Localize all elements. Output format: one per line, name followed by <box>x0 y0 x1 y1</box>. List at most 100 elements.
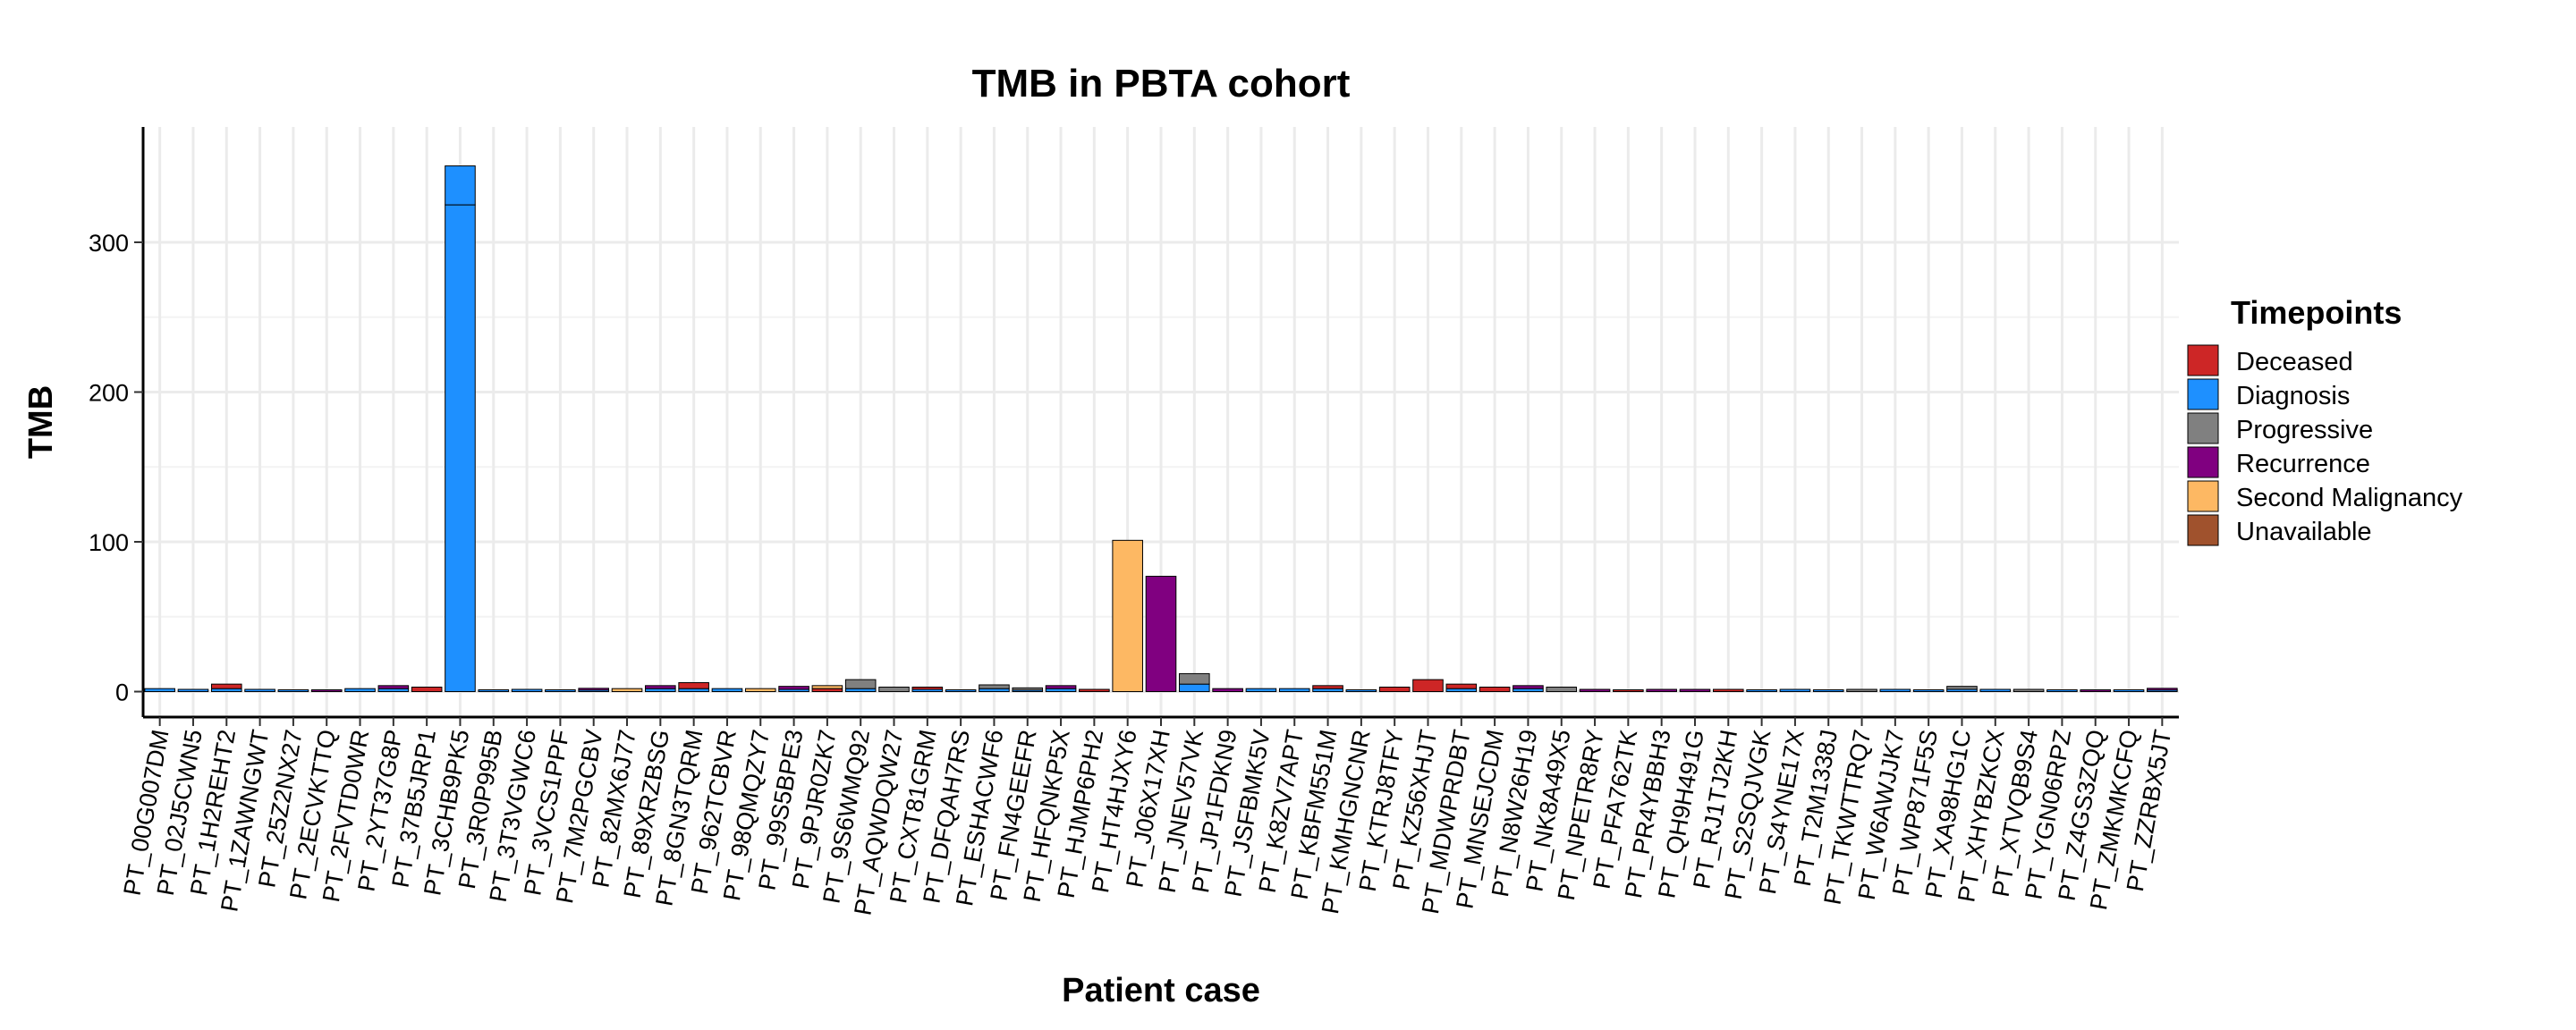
bar-PT_1H2REHT2-deceased <box>210 683 242 689</box>
bar-PT_YGN06RPZ-diagnosis <box>2046 689 2078 693</box>
bar-PT_ESHACWF6-diagnosis <box>979 688 1010 693</box>
bar-PT_MNSEJCDM-deceased <box>1479 686 1511 693</box>
bar-PT_1H2REHT2-diagnosis <box>210 688 242 693</box>
bar-PT_3CHB9PK5-diagnosis <box>445 204 476 693</box>
bar-PT_HT4HJXY6-second-malignancy <box>1112 539 1143 693</box>
bar-layer <box>144 165 2178 693</box>
legend-swatch-progressive <box>2187 412 2219 444</box>
bar-PT_KMHGNCNR-diagnosis <box>1345 689 1377 693</box>
bar-PT_HFQNKP5X-diagnosis <box>1045 688 1077 693</box>
bar-PT_JNEV57VK-progressive <box>1179 672 1210 685</box>
bar-PT_KBFM551M-deceased <box>1312 685 1343 689</box>
legend-label: Diagnosis <box>2236 382 2350 410</box>
bar-PT_00G007DM-diagnosis <box>144 688 175 693</box>
bar-PT_W6AWJJK7-diagnosis <box>1879 688 1911 693</box>
bar-PT_XTVQB9S4-progressive <box>2012 688 2045 693</box>
bar-PT_37B5JRP1-deceased <box>411 686 443 693</box>
bar-PT_ZZRBX5JT-recurrence <box>2147 688 2178 691</box>
bar-PT_K8ZV7APT-diagnosis <box>1278 688 1310 693</box>
bar-PT_PR4YBBH3-recurrence <box>1646 688 1677 693</box>
y-tick-label: 100 <box>89 529 129 556</box>
bar-PT_962TCBVR-diagnosis <box>711 688 743 693</box>
bar-PT_9PJR0ZK7-second-malignancy <box>811 685 843 689</box>
bar-PT_2YT37G8P-diagnosis <box>377 688 410 693</box>
bar-PT_CXT81GRM-deceased <box>911 686 944 690</box>
bar-PT_XA98HG1C-progressive <box>1946 686 1978 690</box>
bar-PT_3VCS1PPF-diagnosis <box>545 689 576 693</box>
bar-PT_HJMP6PH2-deceased <box>1079 688 1110 693</box>
bar-PT_1ZAWNGWT-diagnosis <box>244 688 275 693</box>
bar-PT_WP871F5S-diagnosis <box>1912 689 1945 693</box>
y-tick-label: 0 <box>115 680 129 706</box>
bar-PT_S4YNE17X-diagnosis <box>1779 688 1811 693</box>
bar-PT_99S5BPE3-recurrence <box>778 686 809 690</box>
bar-PT_9S6WMQ92-progressive <box>844 679 877 689</box>
bar-PT_3CHB9PK5-diagnosis <box>445 165 476 206</box>
legend-label: Deceased <box>2236 348 2353 376</box>
bar-PT_82MX6J77-second-malignancy <box>611 688 643 693</box>
bar-PT_N8W26H19-diagnosis <box>1513 688 1544 693</box>
bar-PT_JSFBMK5V-diagnosis <box>1245 688 1277 693</box>
legend-label: Progressive <box>2236 416 2373 444</box>
legend-swatch-diagnosis <box>2187 378 2219 410</box>
bar-PT_S2SQJVGK-diagnosis <box>1746 689 1777 693</box>
bar-PT_QH9H491G-recurrence <box>1679 688 1711 693</box>
bar-PT_MDWPRDBT-diagnosis <box>1445 688 1478 693</box>
y-tick-label: 300 <box>89 230 129 257</box>
bar-PT_8GN3TQRM-diagnosis <box>678 688 709 693</box>
legend-title: Timepoints <box>2231 294 2402 331</box>
bar-PT_02J5CWN5-diagnosis <box>177 688 209 693</box>
legend-swatch-second-malignancy <box>2187 480 2219 512</box>
bar-PT_9S6WMQ92-diagnosis <box>844 688 877 693</box>
bar-PT_PFA762TK-deceased <box>1613 689 1644 693</box>
bar-PT_ZMKMKCFQ-diagnosis <box>2113 689 2145 693</box>
bar-PT_FN4GEEFR-progressive <box>1012 687 1044 691</box>
grid-layer <box>143 127 2179 717</box>
legend-swatch-unavailable <box>2187 514 2219 546</box>
bar-PT_89XRZBSG-diagnosis <box>645 688 676 693</box>
bar-PT_8GN3TQRM-deceased <box>678 681 709 689</box>
legend-swatch-deceased <box>2187 344 2219 376</box>
bar-PT_T2M1338J-diagnosis <box>1812 689 1844 693</box>
bar-PT_KBFM551M-diagnosis <box>1312 688 1343 693</box>
chart-title: TMB in PBTA cohort <box>972 62 1351 106</box>
bar-PT_KTRJ8TFY-deceased <box>1378 686 1411 693</box>
bar-PT_HFQNKP5X-recurrence <box>1045 685 1077 689</box>
bar-PT_N8W26H19-recurrence <box>1513 685 1544 689</box>
bar-PT_9PJR0ZK7-deceased <box>811 688 843 693</box>
bar-PT_98QMQZY7-second-malignancy <box>744 688 776 693</box>
bar-PT_2FVTD0WR-diagnosis <box>344 688 376 693</box>
bar-PT_JNEV57VK-diagnosis <box>1179 683 1210 693</box>
bar-PT_J06X17XH-recurrence <box>1145 576 1177 693</box>
bar-PT_XHYBZKCX-diagnosis <box>1979 688 2012 693</box>
bar-PT_JP1FDKN9-recurrence <box>1212 688 1243 693</box>
bar-PT_NPETR8RY-recurrence <box>1579 688 1611 693</box>
bar-PT_MDWPRDBT-deceased <box>1445 683 1478 689</box>
bar-PT_25Z2NX27-diagnosis <box>277 689 309 693</box>
bar-PT_NK8A49X5-progressive <box>1546 686 1578 693</box>
bar-PT_7M2PGCBV-recurrence <box>578 688 609 691</box>
legend-label: Second Malignancy <box>2236 484 2463 512</box>
legend-label: Recurrence <box>2236 450 2370 478</box>
bar-PT_Z4GS3ZQQ-recurrence <box>2080 689 2112 693</box>
legend-swatch-recurrence <box>2187 446 2219 478</box>
bar-PT_ESHACWF6-progressive <box>979 684 1010 689</box>
bar-PT_2YT37G8P-recurrence <box>377 685 410 689</box>
bar-PT_3R0P995B-diagnosis <box>478 689 510 693</box>
bar-PT_2ECVKTTQ-recurrence <box>310 689 343 693</box>
legend: Timepoints Deceased Diagnosis Progressive R… <box>2187 294 2463 546</box>
bar-PT_3T3VGWC6-diagnosis <box>511 688 543 693</box>
y-tick-layer: 0 100 200 300 <box>89 230 143 706</box>
y-axis-title: TMB <box>22 385 60 459</box>
legend-label: Unavailable <box>2236 518 2372 546</box>
y-tick-label: 200 <box>89 379 129 406</box>
bar-PT_RJ1TJ2KH-deceased <box>1713 688 1744 693</box>
bar-PT_KZ56XHJT-deceased <box>1412 679 1444 693</box>
x-axis-title: Patient case <box>1062 972 1260 1009</box>
bar-PT_AQWDQW27-progressive <box>878 686 910 693</box>
bar-PT_TKWTTRQ7-progressive <box>1846 688 1877 693</box>
bar-PT_89XRZBSG-recurrence <box>645 685 676 689</box>
bar-PT_DFQAH7RS-diagnosis <box>945 689 977 693</box>
